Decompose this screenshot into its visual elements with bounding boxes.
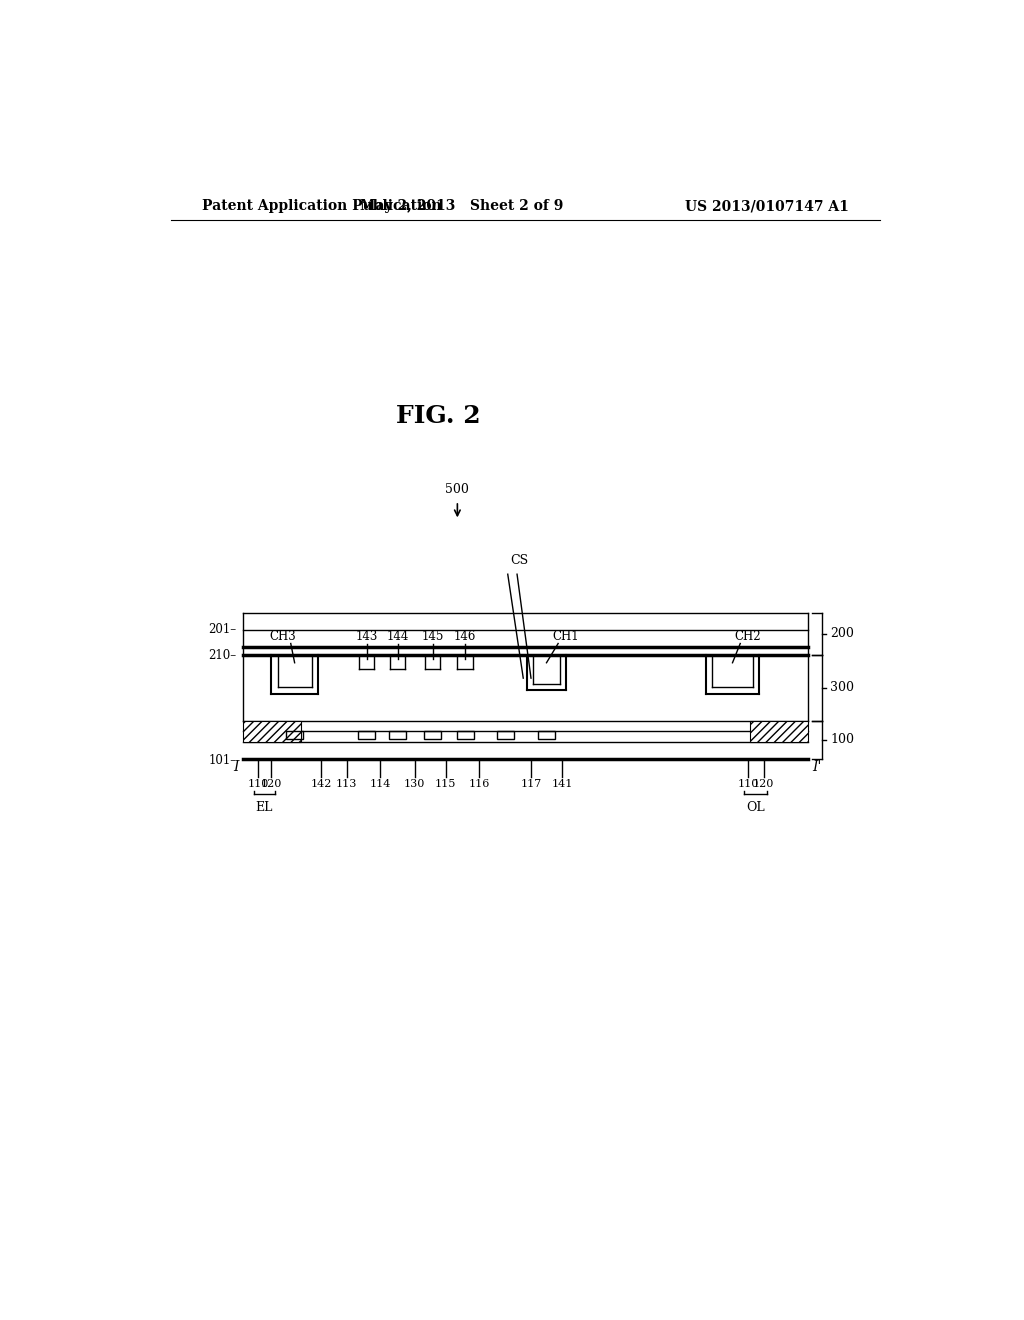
Bar (751, 721, 809, 742)
Bar (286, 731, 303, 739)
Text: US 2013/0107147 A1: US 2013/0107147 A1 (685, 199, 849, 213)
Text: I: I (233, 760, 239, 774)
Text: CH1: CH1 (553, 631, 580, 644)
Text: 101–: 101– (208, 754, 237, 767)
Text: 120: 120 (261, 779, 282, 789)
Text: CH2: CH2 (734, 631, 761, 644)
Text: 200: 200 (830, 627, 854, 640)
Bar (497, 731, 514, 739)
Text: 100: 100 (830, 733, 854, 746)
Bar (389, 731, 407, 739)
Text: CS: CS (510, 553, 528, 566)
Text: CH3: CH3 (269, 631, 296, 644)
Text: 146: 146 (454, 631, 476, 644)
Text: 130: 130 (404, 779, 425, 789)
Text: 142: 142 (310, 779, 332, 789)
Text: 113: 113 (336, 779, 357, 789)
Text: 500: 500 (445, 483, 469, 496)
Bar (358, 731, 375, 739)
Text: 300: 300 (830, 681, 854, 694)
Bar (424, 731, 441, 739)
Text: 117: 117 (520, 779, 542, 789)
Bar (243, 721, 301, 742)
Text: 110: 110 (248, 779, 269, 789)
Text: 141: 141 (551, 779, 572, 789)
Text: May 2, 2013   Sheet 2 of 9: May 2, 2013 Sheet 2 of 9 (359, 199, 563, 213)
Text: I': I' (812, 760, 821, 774)
Text: 143: 143 (355, 631, 378, 644)
Text: 210–: 210– (208, 648, 237, 661)
Text: OL: OL (746, 800, 765, 813)
Bar (538, 731, 555, 739)
Text: 114: 114 (370, 779, 390, 789)
Text: Patent Application Publication: Patent Application Publication (202, 199, 441, 213)
Text: 110: 110 (737, 779, 759, 789)
Text: 120: 120 (753, 779, 774, 789)
Text: EL: EL (256, 800, 273, 813)
Text: 145: 145 (422, 631, 443, 644)
Text: 115: 115 (435, 779, 457, 789)
Text: FIG. 2: FIG. 2 (395, 404, 480, 429)
Text: 116: 116 (468, 779, 489, 789)
Bar (457, 731, 474, 739)
Text: 201–: 201– (208, 623, 237, 636)
Text: 144: 144 (386, 631, 409, 644)
